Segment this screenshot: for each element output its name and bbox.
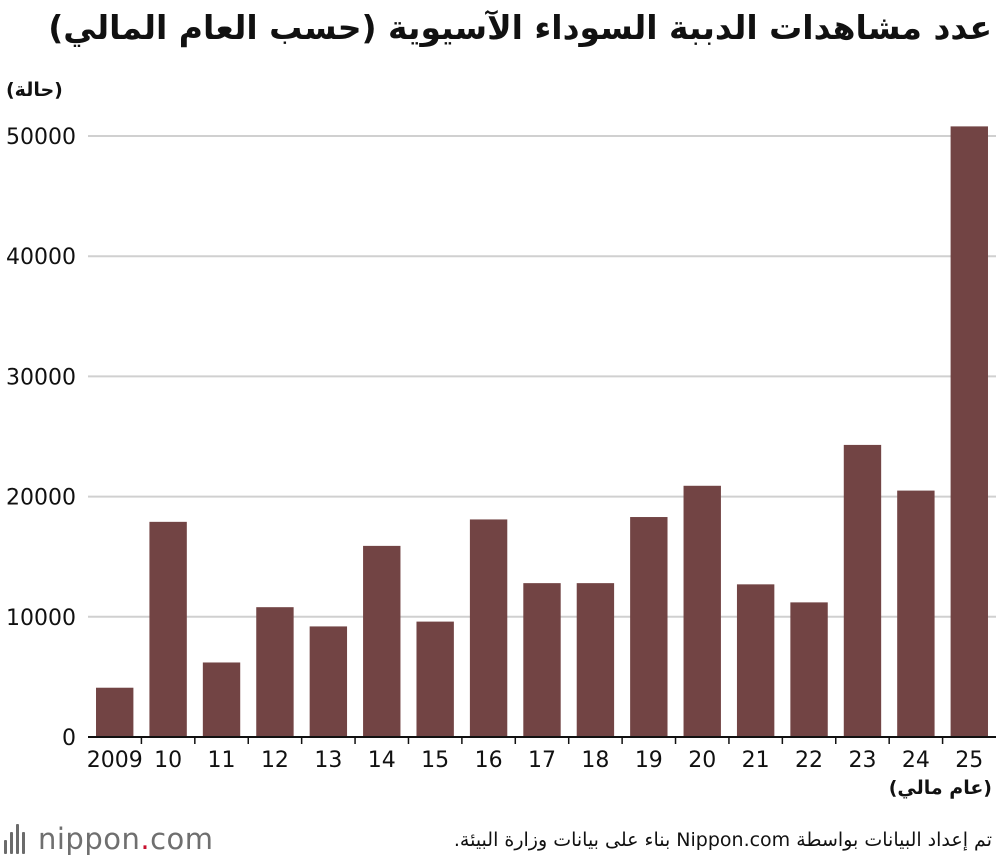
nippon-logo: nippon.com	[4, 818, 214, 860]
y-axis-unit-label: (حالة)	[6, 79, 63, 101]
x-tick-label: 14	[368, 748, 396, 773]
y-tick-label: 50000	[6, 125, 76, 150]
source-note: تم إعداد البيانات بواسطة Nippon.com بناء…	[453, 829, 992, 851]
x-tick-label: 23	[848, 748, 876, 773]
bar-chart: 0 10000 20000 30000 40000 50000 2009 10 11 12 13 14…	[6, 125, 996, 773]
logo-wordmark: nippon.com	[38, 822, 214, 856]
x-tick-label: 22	[795, 748, 823, 773]
bar	[790, 602, 828, 737]
bar	[630, 517, 668, 737]
bar	[576, 583, 615, 737]
x-tick-label: 25	[955, 748, 983, 773]
x-tick-label: 10	[154, 748, 182, 773]
y-tick-label: 0	[62, 726, 76, 751]
y-tick-label: 30000	[6, 365, 76, 390]
x-tick-label: 2009	[87, 748, 143, 773]
bar	[843, 444, 882, 737]
bar	[416, 621, 454, 737]
bar	[309, 626, 348, 737]
x-tick-label: 15	[421, 748, 449, 773]
bar	[950, 126, 988, 737]
bar	[256, 607, 294, 737]
bar	[96, 687, 134, 737]
y-tick-label: 40000	[6, 245, 76, 270]
y-tick-label: 10000	[6, 606, 76, 631]
bar	[202, 662, 241, 737]
bar	[736, 584, 775, 737]
x-axis-unit-label: (عام مالي)	[888, 777, 992, 799]
logo-mark-icon	[4, 824, 30, 854]
x-tick-label: 11	[208, 748, 236, 773]
y-tick-label: 20000	[6, 486, 76, 511]
x-tick-label: 19	[635, 748, 663, 773]
bar	[683, 485, 721, 737]
x-tick-label: 20	[688, 748, 716, 773]
x-tick-label: 12	[261, 748, 289, 773]
x-tick-label: 21	[742, 748, 770, 773]
bar	[149, 521, 187, 737]
chart-title: عدد مشاهدات الدببة السوداء الآسيوية (حسب…	[48, 8, 992, 47]
x-tick-label: 24	[902, 748, 930, 773]
bar	[523, 583, 561, 737]
x-tick-label: 13	[314, 748, 342, 773]
bar	[363, 545, 401, 737]
x-tick-label: 18	[581, 748, 609, 773]
bar	[469, 519, 508, 737]
bar	[897, 490, 935, 737]
x-tick-label: 17	[528, 748, 556, 773]
x-tick-label: 16	[475, 748, 503, 773]
